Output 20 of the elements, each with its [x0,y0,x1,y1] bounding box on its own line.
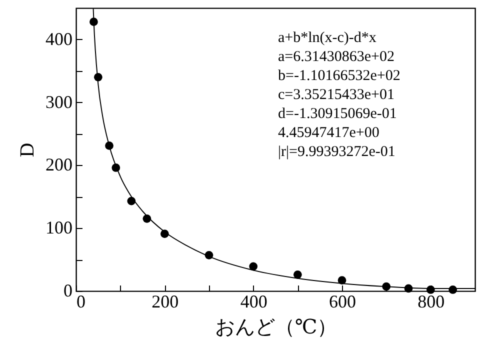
y-tick-label: 400 [46,28,72,49]
annotation: |r|=9.99393272e-01 [278,144,396,160]
annotation: a=6.31430863e+02 [278,49,394,65]
point [293,270,302,279]
y-axis-title: D [16,142,38,158]
x-tick-label: 400 [240,292,268,312]
x-tick-label: 600 [329,292,356,312]
y-tick-label: 200 [46,154,72,175]
y-tick-label: 100 [46,218,72,238]
annotation: a+b*ln(x-c)-d*x [278,30,377,46]
annotation: d=-1.30915069e-01 [278,106,397,122]
annotation: c=3.35215433e+01 [278,87,394,103]
annotation: b=-1.10166532e+02 [278,68,400,84]
annotation: 4.45947417e+00 [278,125,380,141]
y-tick-label: 300 [46,92,72,112]
x-tick-label: 800 [418,292,445,312]
x-tick-label: 200 [152,292,179,312]
x-tick-label: 0 [76,292,86,312]
x-axis-title: おんど（℃） [214,316,338,338]
point [249,262,258,271]
